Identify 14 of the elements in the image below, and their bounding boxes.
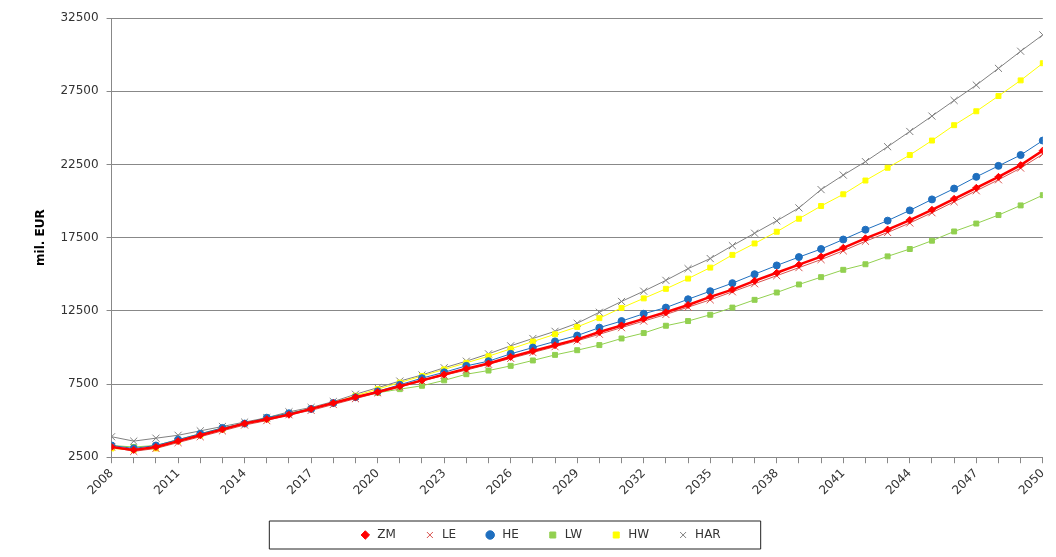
y-tick-label: 7500	[68, 376, 99, 391]
legend-label: HE	[502, 527, 519, 542]
y-tick-label: 12500	[60, 302, 99, 317]
y-tick-label: 27500	[60, 83, 99, 98]
y-axis-title: mil. EUR	[33, 209, 48, 266]
y-tick-label: 17500	[60, 229, 99, 244]
legend-label: LW	[564, 527, 583, 542]
y-tick-label: 2500	[68, 449, 99, 464]
legend-label: ZM	[377, 527, 396, 542]
y-tick-label: 22500	[60, 156, 99, 171]
legend-label: HW	[628, 527, 650, 542]
legend-label: LE	[441, 527, 457, 542]
y-tick-label: 32500	[60, 10, 99, 25]
legend-label: HAR	[695, 527, 721, 542]
